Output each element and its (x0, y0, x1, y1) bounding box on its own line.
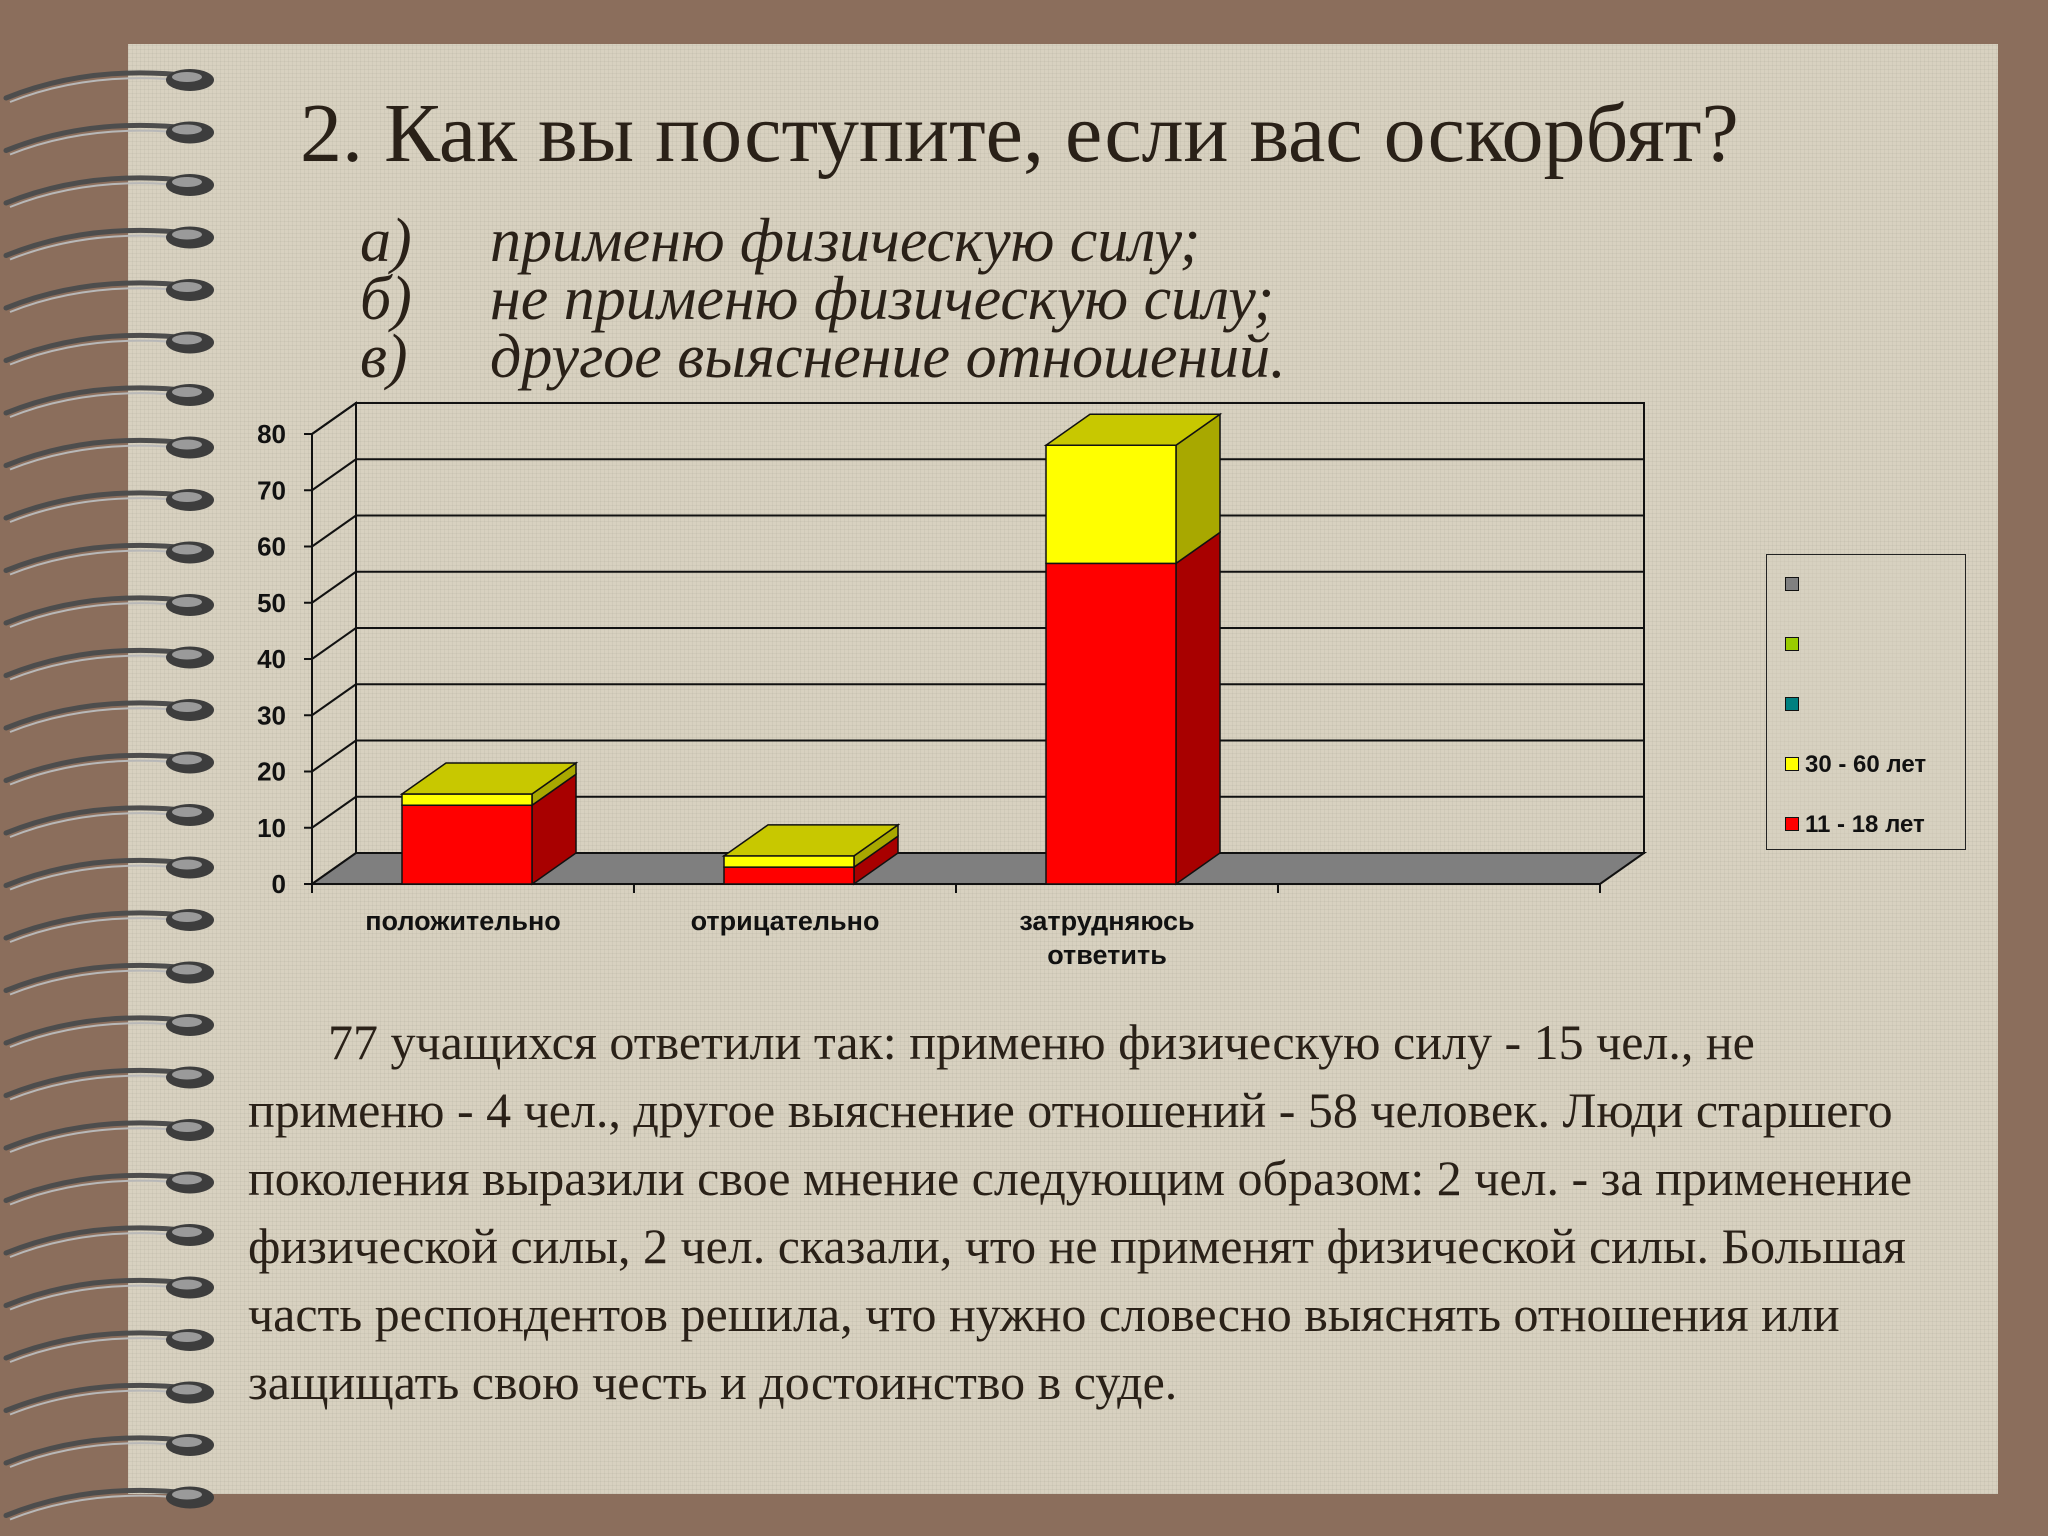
bar-segment (399, 761, 579, 807)
y-tick-label: 80 (257, 419, 286, 449)
spiral-ring (3, 1066, 214, 1101)
spiral-ring (3, 1434, 214, 1468)
legend-swatch (1785, 577, 1799, 591)
spiral-ring (3, 1171, 214, 1206)
spiral-ring (3, 541, 214, 576)
spiral-ring (3, 331, 214, 366)
spiral-ring (3, 1486, 214, 1521)
option-letter: а) (360, 207, 412, 275)
x-tick-label: затрудняюсь ответить (1019, 906, 1194, 970)
chart-legend: 30 - 60 лет 11 - 18 лет (1766, 554, 1966, 850)
gridline-side (311, 570, 357, 604)
gridline-side (311, 795, 357, 829)
y-tick-label: 40 (257, 644, 286, 674)
gridline-side (311, 514, 357, 548)
bar-segment (721, 823, 901, 869)
bar-top (721, 824, 901, 857)
x-tick-label: положительно (365, 906, 561, 936)
x-tick-label: отрицательно (691, 906, 880, 936)
bar-group (721, 823, 901, 886)
bar-front (1045, 444, 1177, 565)
legend-swatch (1785, 757, 1799, 771)
spiral-ring (3, 909, 214, 943)
bar-front (401, 793, 533, 806)
summary-text: 77 учащихся ответили так: применю физиче… (248, 1014, 1913, 1410)
spiral-ring (3, 699, 214, 733)
option-text: другое выяснение отношений. (490, 323, 1286, 391)
spiral-binding (3, 69, 214, 1521)
spiral-ring (3, 174, 214, 208)
gridline-side (311, 627, 357, 660)
legend-label: 11 - 18 лет (1805, 811, 1925, 838)
gridline-side (311, 683, 357, 717)
y-tick-label: 0 (272, 869, 286, 899)
gridline-side (311, 739, 357, 773)
gridline-side (311, 402, 357, 435)
bar-segment (1045, 530, 1221, 886)
legend-label: 30 - 60 лет (1805, 751, 1927, 778)
bar-group (1043, 412, 1223, 886)
bar-top (399, 762, 579, 795)
bar-group (399, 761, 579, 886)
bar-top (1043, 413, 1223, 446)
y-tick-label: 50 (257, 588, 286, 618)
spiral-ring (3, 961, 214, 996)
y-tick-label: 20 (257, 757, 286, 787)
y-tick-label: 70 (257, 475, 286, 505)
bar-front (723, 866, 855, 885)
spiral-ring (3, 1014, 214, 1048)
legend-swatch (1785, 697, 1799, 711)
bar-front (1045, 562, 1177, 885)
legend-swatch (1785, 817, 1799, 831)
spiral-ring (3, 1381, 214, 1416)
bar-segment (1043, 412, 1223, 565)
y-tick-label: 60 (257, 532, 286, 562)
option-text: не применю физическую силу; (490, 265, 1275, 333)
bar-segment (401, 772, 577, 886)
bar-side (1175, 530, 1221, 886)
spiral-ring (3, 1329, 214, 1363)
option-letter: б) (360, 265, 412, 333)
spiral-ring (3, 279, 214, 313)
spiral-ring (3, 856, 214, 891)
spiral-ring (3, 646, 214, 681)
spiral-ring (3, 1119, 214, 1153)
slide-title: 2. Как вы поступите, если вас оскорбят? (300, 87, 1739, 180)
spiral-ring (3, 489, 214, 523)
option-b: б) не применю физическую силу; (360, 265, 1660, 333)
y-tick-label: 10 (257, 813, 286, 843)
spiral-ring (3, 1276, 214, 1311)
spiral-ring (3, 69, 214, 103)
spiral-ring (3, 121, 214, 156)
spiral-ring (3, 804, 214, 838)
option-c: в) другое выяснение отношений. (360, 323, 1660, 391)
spiral-ring (3, 436, 214, 471)
bar-front (723, 855, 855, 868)
y-tick-label: 30 (257, 700, 286, 730)
spiral-ring (3, 594, 214, 628)
option-letter: в) (360, 323, 408, 391)
spiral-ring (3, 751, 214, 786)
option-a: а) применю физическую силу; (360, 207, 1660, 275)
bar-front (401, 804, 533, 885)
option-text: применю физическую силу; (490, 207, 1201, 275)
spiral-ring (3, 1224, 214, 1258)
answer-options: а) применю физическую силу; б) не примен… (360, 207, 1660, 391)
gridline-side (311, 458, 357, 492)
spiral-ring (3, 226, 214, 261)
spiral-ring (3, 384, 214, 418)
legend-swatch (1785, 637, 1799, 651)
